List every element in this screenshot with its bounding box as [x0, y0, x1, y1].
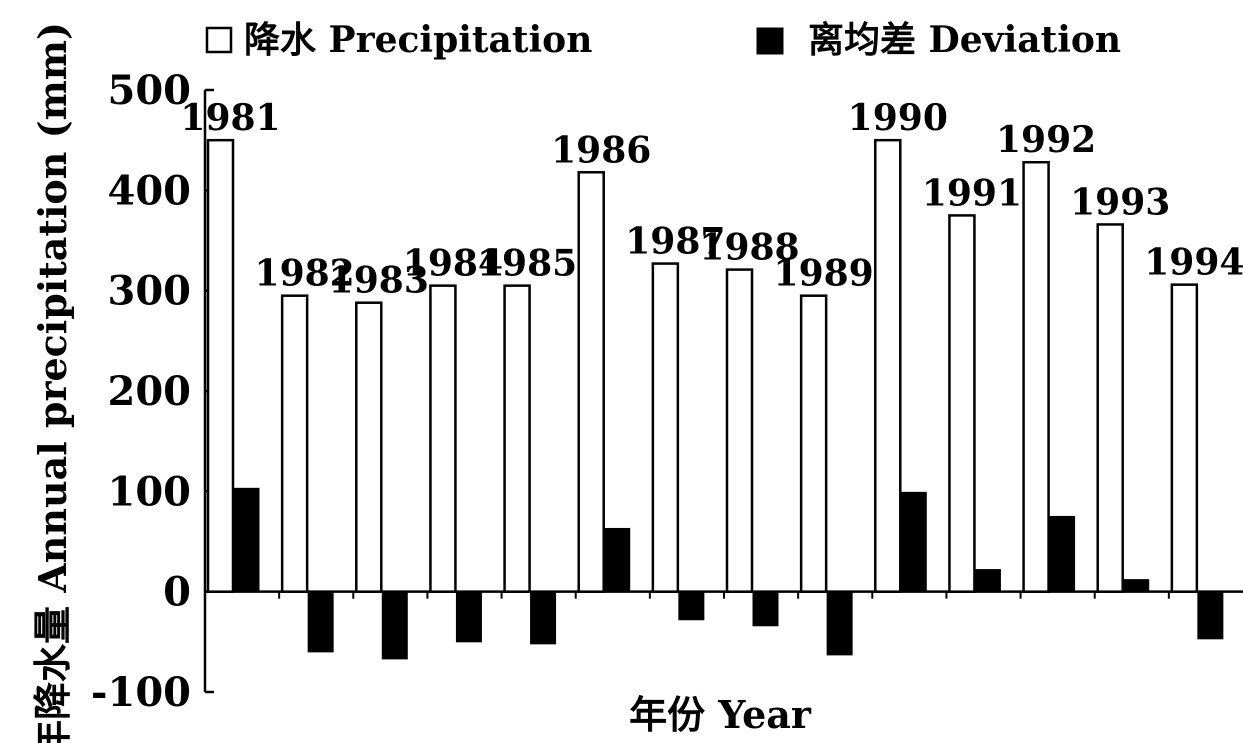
year-label: 1990: [848, 97, 948, 139]
year-label: 1992: [996, 119, 1096, 161]
precipitation-bar: [725, 268, 754, 593]
year-label: 1991: [922, 172, 1022, 214]
year-label: 1989: [774, 253, 874, 295]
precipitation-bar: [280, 294, 309, 593]
year-label: 1988: [699, 227, 799, 269]
y-axis-title: 年降水量 Annual precipitation (mm): [30, 22, 75, 743]
legend: 降水 Precipitation 离均差 Deviation: [205, 19, 1121, 61]
y-tick-label: 300: [108, 268, 192, 315]
precipitation-bar: [1096, 223, 1124, 593]
deviation-bar: [1049, 515, 1076, 593]
deviation-bar: [678, 591, 705, 621]
precipitation-bar: [799, 294, 828, 593]
deviation-bar: [530, 591, 557, 645]
deviation-bar: [1123, 579, 1150, 593]
precipitation-bar: [577, 171, 605, 593]
legend-label-deviation: 离均差 Deviation: [808, 19, 1121, 61]
year-label: 1981: [180, 97, 280, 139]
precipitation-bar: [948, 214, 976, 593]
year-label: 1994: [1144, 242, 1243, 284]
deviation-bar: [900, 491, 927, 593]
year-label: 1986: [551, 129, 651, 171]
deviation-bar: [381, 591, 408, 660]
precipitation-bar: [874, 138, 902, 593]
year-label: 1983: [329, 260, 429, 302]
precipitation-bar: [503, 284, 531, 593]
legend-label-precipitation: 降水 Precipitation: [244, 19, 592, 61]
x-axis-title: 年份 Year: [629, 692, 812, 737]
deviation-bar: [233, 487, 260, 593]
deviation-bar: [974, 569, 1001, 593]
precipitation-bar: [206, 138, 235, 593]
legend-swatch-deviation: [756, 27, 784, 55]
y-axis: 500 400 300 200 100 0 -100: [91, 67, 214, 716]
deviation-bar: [752, 591, 779, 627]
year-label: 1984: [403, 243, 503, 285]
legend-swatch-precipitation: [205, 26, 233, 54]
y-tick-label: 500: [108, 67, 192, 114]
year-label: 1987: [625, 221, 725, 263]
deviation-bar: [307, 591, 334, 653]
year-label: 1993: [1070, 181, 1170, 223]
precipitation-bar: [1022, 160, 1050, 593]
year-label: 1982: [255, 253, 355, 295]
y-tick-label: 0: [163, 569, 191, 616]
deviation-bar: [1197, 591, 1224, 640]
precipitation-bar: [1170, 283, 1199, 593]
deviation-bar: [826, 591, 853, 656]
deviation-bar: [455, 591, 482, 643]
precipitation-bar: [651, 262, 680, 593]
precipitation-bar: [429, 284, 457, 593]
y-tick-label: 100: [108, 468, 192, 515]
year-label: 1985: [477, 243, 577, 285]
bars: [206, 138, 1224, 660]
precipitation-bar: [355, 301, 383, 593]
y-tick-label: 200: [108, 368, 192, 415]
deviation-bar: [604, 527, 631, 593]
y-tick-label: 400: [108, 167, 192, 214]
y-tick-label: -100: [91, 669, 191, 716]
